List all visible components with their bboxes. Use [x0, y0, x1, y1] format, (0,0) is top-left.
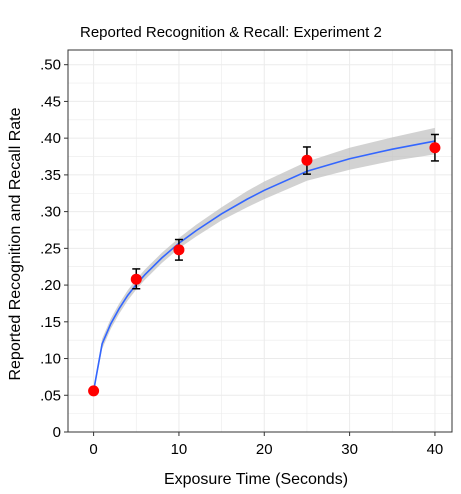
data-point — [301, 154, 313, 166]
y-axis-ticks: 0 .05 .10 .15 .20 .25 .30 .35 .40 .45 .50 — [40, 57, 68, 441]
y-tick-label: .10 — [40, 351, 61, 368]
y-tick-label: .35 — [40, 167, 61, 184]
confidence-band — [93, 127, 435, 394]
y-axis-label: Reported Recognition and Recall Rate — [7, 107, 24, 380]
y-tick-label: .45 — [40, 93, 61, 110]
data-point — [173, 244, 185, 256]
data-point — [88, 385, 100, 397]
y-tick-label: .20 — [40, 277, 61, 294]
chart-title: Reported Recognition & Recall: Experimen… — [80, 24, 382, 41]
x-tick-label: 30 — [341, 441, 358, 458]
x-axis-label: Exposure Time (Seconds) — [164, 471, 348, 488]
y-tick-label: 0 — [53, 424, 61, 441]
y-tick-label: .05 — [40, 387, 61, 404]
confidence-band-layer — [93, 127, 435, 394]
x-tick-label: 40 — [427, 441, 444, 458]
y-tick-label: .30 — [40, 204, 61, 221]
x-axis-ticks: 0 10 20 30 40 — [89, 432, 443, 458]
grid — [68, 50, 452, 433]
y-tick-label: .15 — [40, 314, 61, 331]
x-tick-label: 20 — [256, 441, 273, 458]
point-layer — [88, 142, 441, 397]
y-tick-label: .25 — [40, 240, 61, 257]
x-tick-label: 10 — [171, 441, 188, 458]
y-tick-label: .40 — [40, 130, 61, 147]
data-point — [429, 142, 441, 154]
y-tick-label: .50 — [40, 57, 61, 74]
x-tick-label: 0 — [89, 441, 97, 458]
plot-panel-border — [67, 49, 453, 433]
data-point — [130, 273, 142, 285]
